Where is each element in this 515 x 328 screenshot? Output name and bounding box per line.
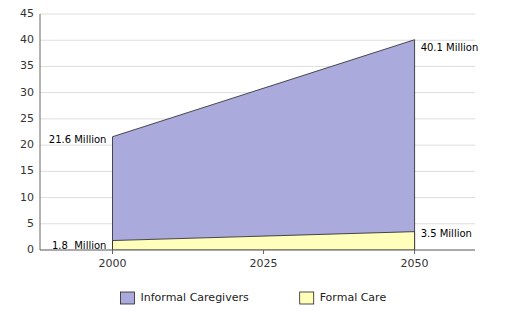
- y-tick-label: 10: [20, 191, 34, 204]
- y-tick-label: 15: [20, 164, 34, 177]
- annotation: 40.1 Million: [421, 42, 479, 53]
- x-tick-label: 2000: [99, 257, 127, 270]
- grid-line: [40, 40, 475, 41]
- y-tick-label: 40: [20, 33, 34, 46]
- area: [113, 40, 415, 250]
- annotation: 21.6 Million: [49, 134, 107, 145]
- annotation: 1.8 Million: [52, 240, 106, 251]
- legend-swatch: [121, 292, 135, 304]
- legend-swatch: [300, 292, 314, 304]
- y-tick-label: 30: [20, 86, 34, 99]
- y-tick-label: 0: [27, 243, 34, 256]
- area: [113, 232, 415, 250]
- grid-line: [40, 14, 475, 15]
- x-tick: [112, 250, 113, 254]
- y-tick-label: 35: [20, 59, 34, 72]
- x-tick: [414, 250, 415, 254]
- y-tick-label: 5: [27, 217, 34, 230]
- y-axis: [40, 14, 41, 250]
- x-tick-label: 2025: [250, 257, 278, 270]
- x-tick: [263, 250, 264, 254]
- areas: [113, 40, 415, 250]
- grid: [40, 14, 475, 250]
- legend-label: Informal Caregivers: [141, 291, 249, 304]
- chart: 05101520253035404520002025205021.6 Milli…: [0, 0, 515, 328]
- y-tick-label: 20: [20, 138, 34, 151]
- legend-label: Formal Care: [320, 291, 387, 304]
- x-tick-label: 2050: [401, 257, 429, 270]
- y-tick-label: 45: [20, 7, 34, 20]
- legend: Informal Caregivers Formal Care: [121, 291, 387, 304]
- annotation: 3.5 Million: [421, 228, 472, 239]
- y-tick-label: 25: [20, 112, 34, 125]
